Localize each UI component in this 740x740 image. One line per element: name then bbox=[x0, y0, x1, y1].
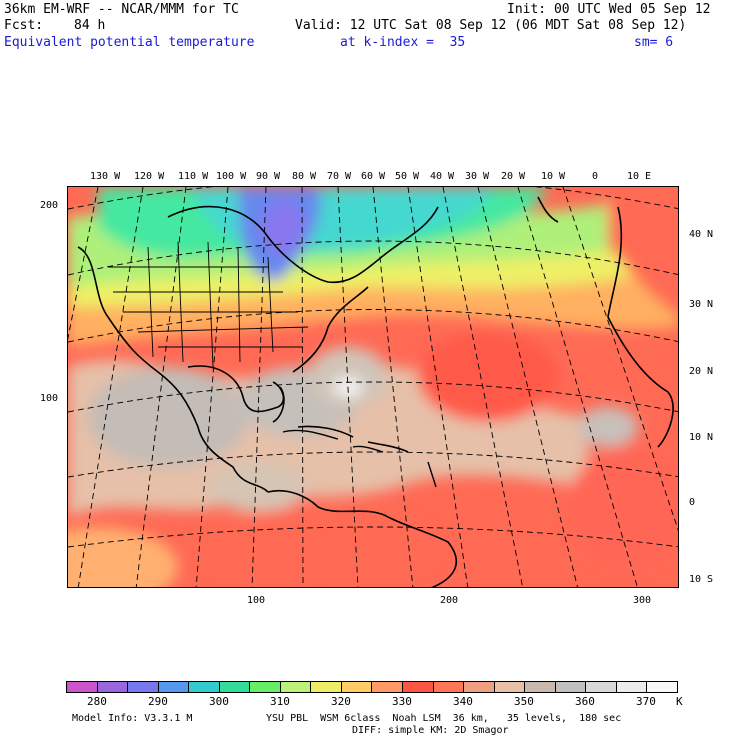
colorbar-label: 330 bbox=[392, 695, 412, 708]
forecast-hours: 84 h bbox=[74, 18, 106, 33]
lon-label: 30 W bbox=[465, 171, 490, 182]
islands bbox=[282, 429, 437, 488]
coastlines bbox=[77, 196, 674, 587]
colorbar-label: 320 bbox=[331, 695, 351, 708]
state-borders bbox=[108, 241, 309, 368]
lon-label: 10 W bbox=[541, 171, 566, 182]
level-info: at k-index = 35 bbox=[340, 35, 466, 50]
lon-label: 60 W bbox=[361, 171, 386, 182]
colorbar-swatch bbox=[67, 682, 98, 692]
colorbar-swatch bbox=[586, 682, 617, 692]
forecast-label: Fcst: bbox=[4, 18, 44, 33]
colorbar-label: 290 bbox=[148, 695, 168, 708]
diffusion-info: DIFF: simple KM: 2D Smagor bbox=[352, 725, 509, 736]
colorbar-swatch bbox=[464, 682, 495, 692]
lon-label: 110 W bbox=[178, 171, 209, 182]
map-canvas bbox=[68, 187, 678, 587]
bottom-axis-label: 300 bbox=[633, 595, 652, 606]
lon-label: 100 W bbox=[216, 171, 247, 182]
lon-label: 20 W bbox=[501, 171, 526, 182]
lon-label: 50 W bbox=[395, 171, 420, 182]
colorbar-swatch bbox=[97, 682, 129, 692]
colorbar-label: 280 bbox=[87, 695, 107, 708]
colorbar-label: 350 bbox=[514, 695, 534, 708]
lat-label: 10 N bbox=[689, 432, 714, 443]
valid-time: Valid: 12 UTC Sat 08 Sep 12 (06 MDT Sat … bbox=[295, 18, 687, 33]
colorbar-swatch bbox=[494, 682, 526, 692]
theta-e-map bbox=[67, 186, 679, 588]
colorbar-swatch bbox=[219, 682, 251, 692]
bottom-axis-label: 100 bbox=[247, 595, 266, 606]
colorbar-swatch bbox=[158, 682, 190, 692]
colorbar-label: 360 bbox=[575, 695, 595, 708]
colorbar-swatch bbox=[372, 682, 404, 692]
colorbar-label: 370 bbox=[636, 695, 656, 708]
lat-label: 30 N bbox=[689, 299, 714, 310]
lat-label: 20 N bbox=[689, 366, 714, 377]
colorbar-swatch bbox=[311, 682, 342, 692]
colorbar-swatch bbox=[341, 682, 373, 692]
colorbar-swatch bbox=[189, 682, 220, 692]
lat-label: 0 bbox=[689, 497, 696, 508]
lon-label: 90 W bbox=[256, 171, 281, 182]
lon-label: 120 W bbox=[134, 171, 165, 182]
field-name: Equivalent potential temperature bbox=[4, 35, 255, 50]
colorbar-swatch bbox=[280, 682, 312, 692]
lon-label: 130 W bbox=[90, 171, 121, 182]
colorbar bbox=[66, 681, 678, 693]
colorbar-swatch bbox=[647, 682, 677, 692]
lon-label: 40 W bbox=[430, 171, 455, 182]
colorbar-swatch bbox=[525, 682, 556, 692]
colorbar-swatch bbox=[403, 682, 434, 692]
left-axis-label: 100 bbox=[40, 393, 59, 404]
lon-label: 70 W bbox=[327, 171, 352, 182]
smoothing-info: sm= 6 bbox=[634, 35, 674, 50]
model-info: Model Info: V3.3.1 M bbox=[72, 713, 193, 724]
colorbar-swatch bbox=[616, 682, 648, 692]
bottom-axis-label: 200 bbox=[440, 595, 459, 606]
left-axis-label: 200 bbox=[40, 200, 59, 211]
colorbar-swatch bbox=[433, 682, 465, 692]
lat-label: 40 N bbox=[689, 229, 714, 240]
colorbar-label: 310 bbox=[270, 695, 290, 708]
colorbar-swatch bbox=[250, 682, 281, 692]
lat-label: 10 S bbox=[689, 574, 714, 585]
lon-label: 10 E bbox=[627, 171, 652, 182]
colorbar-swatch bbox=[128, 682, 159, 692]
colorbar-label: 300 bbox=[209, 695, 229, 708]
init-time: Init: 00 UTC Wed 05 Sep 12 bbox=[507, 2, 711, 17]
lon-label: 0 bbox=[592, 171, 599, 182]
model-title: 36km EM-WRF -- NCAR/MMM for TC bbox=[4, 2, 239, 17]
colorbar-label: 340 bbox=[453, 695, 473, 708]
colorbar-swatch bbox=[555, 682, 587, 692]
lon-label: 80 W bbox=[292, 171, 317, 182]
graticule bbox=[68, 187, 678, 587]
colorbar-unit: K bbox=[676, 695, 683, 708]
physics-info: YSU PBL WSM 6class Noah LSM 36 km, 35 le… bbox=[266, 713, 622, 724]
